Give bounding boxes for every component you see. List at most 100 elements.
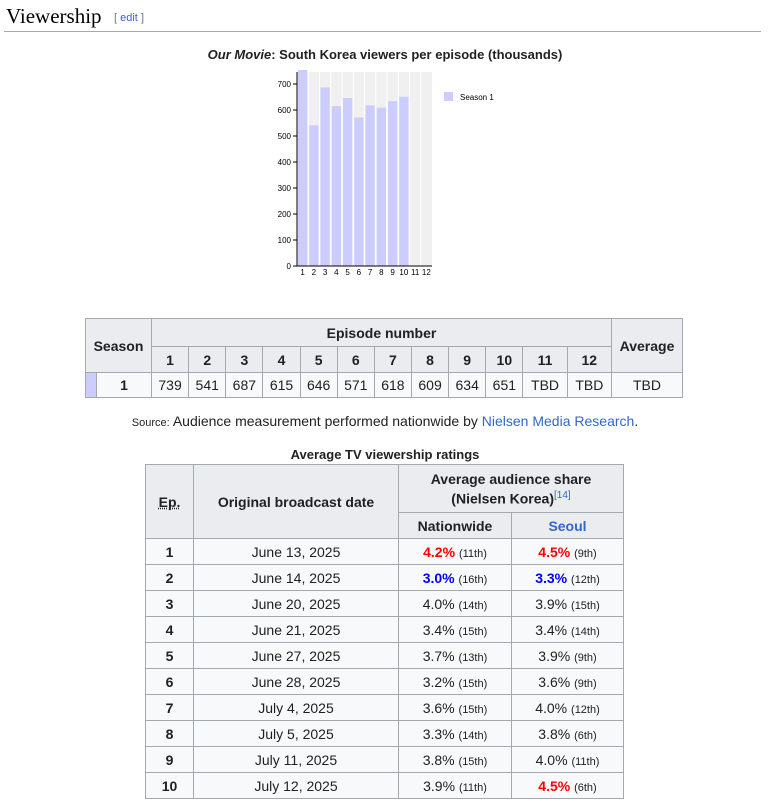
episode-cell: 3 <box>145 590 194 617</box>
nationwide-cell: 3.0% (16th) <box>398 564 512 591</box>
date-cell: July 4, 2025 <box>193 694 399 721</box>
episode-header-9: 9 <box>448 346 487 373</box>
x-tick-label: 4 <box>334 268 339 277</box>
episode-number-header: Episode number <box>151 318 612 347</box>
reference-14[interactable]: [14] <box>554 489 571 501</box>
date-cell: June 20, 2025 <box>193 590 399 617</box>
episode-header-10: 10 <box>485 346 524 373</box>
date-cell: July 5, 2025 <box>193 720 399 747</box>
nielsen-link[interactable]: Nielsen Media Research <box>481 413 635 429</box>
date-cell: June 14, 2025 <box>193 564 399 591</box>
average-header: Average <box>611 318 683 373</box>
viewers-cell: 609 <box>410 372 450 398</box>
nationwide-cell: 3.6% (15th) <box>398 694 512 721</box>
bar-episode-2 <box>309 125 319 266</box>
source-note: Source: Audience measurement performed n… <box>131 413 639 429</box>
x-tick-label: 7 <box>368 268 373 277</box>
date-cell: June 27, 2025 <box>193 642 399 669</box>
episode-cell: 7 <box>145 694 194 721</box>
ratings-caption: Average TV viewership ratings <box>290 447 480 462</box>
bar-episode-1 <box>298 70 308 266</box>
bar-episode-9 <box>388 101 398 266</box>
y-tick-label: 300 <box>278 184 292 193</box>
table-row: 6 June 28, 2025 3.2% (15th) 3.6% (9th) <box>145 668 624 695</box>
seoul-cell: 3.6% (9th) <box>511 668 624 695</box>
section-heading: Viewership [ edit ] <box>4 0 761 32</box>
season-color-swatch <box>85 372 97 398</box>
viewers-cell: 646 <box>299 372 338 398</box>
x-tick-label: 5 <box>345 268 350 277</box>
x-tick-label: 8 <box>379 268 384 277</box>
source-text: Audience measurement performed nationwid… <box>172 413 482 429</box>
episode-header-1: 1 <box>150 346 190 373</box>
episode-header-5: 5 <box>299 346 338 373</box>
bar-episode-10 <box>399 96 409 267</box>
average-cell: TBD <box>611 372 683 398</box>
viewers-cell: TBD <box>566 372 613 398</box>
edit-link[interactable]: edit <box>120 12 138 24</box>
nationwide-cell: 3.3% (14th) <box>398 720 512 747</box>
y-tick-label: 500 <box>278 132 292 141</box>
chart-title-rest: : South Korea viewers per episode (thous… <box>271 47 563 62</box>
legend-label: Season 1 <box>460 93 494 102</box>
viewers-cell: 615 <box>262 372 301 398</box>
viewers-cell: 687 <box>225 372 264 398</box>
y-tick-label: 400 <box>278 158 292 167</box>
bar-episode-3 <box>320 87 330 266</box>
seoul-cell: 4.5% (6th) <box>511 772 624 799</box>
bar-episode-8 <box>376 107 386 266</box>
episode-cell: 6 <box>145 668 194 695</box>
date-cell: June 13, 2025 <box>193 538 399 565</box>
viewers-cell: 739 <box>150 372 190 398</box>
seoul-cell: 3.4% (14th) <box>511 616 624 643</box>
bar-episode-4 <box>331 106 341 266</box>
episode-cell: 2 <box>145 564 194 591</box>
nationwide-cell: 4.2% (11th) <box>398 538 512 565</box>
chart-title-italic: Our Movie <box>207 47 272 62</box>
nationwide-cell: 3.9% (11th) <box>398 772 512 799</box>
nationwide-cell: 3.7% (13th) <box>398 642 512 669</box>
x-tick-label: 6 <box>357 268 362 277</box>
x-tick-label: 12 <box>422 268 431 277</box>
table-row: 9 July 11, 2025 3.8% (15th) 4.0% (11th) <box>145 746 624 773</box>
x-tick-label: 11 <box>411 268 420 277</box>
y-tick-label: 100 <box>278 236 292 245</box>
table-row: 1 June 13, 2025 4.2% (11th) 4.5% (9th) <box>145 538 624 565</box>
bar-episode-6 <box>354 117 364 266</box>
audience-share-header: Average audience share (Nielsen Korea)[1… <box>398 464 624 513</box>
ep-header: Ep. <box>145 464 194 539</box>
viewers-cell: 634 <box>448 372 487 398</box>
nationwide-cell: 3.8% (15th) <box>398 746 512 773</box>
episode-header-11: 11 <box>522 346 568 373</box>
seoul-cell: 3.9% (15th) <box>511 590 624 617</box>
date-cell: June 28, 2025 <box>193 668 399 695</box>
episode-header-3: 3 <box>225 346 264 373</box>
nationwide-cell: 4.0% (14th) <box>398 590 512 617</box>
x-tick-label: 2 <box>312 268 317 277</box>
x-tick-label: 3 <box>323 268 328 277</box>
table-row: 7 July 4, 2025 3.6% (15th) 4.0% (12th) <box>145 694 624 721</box>
legend-swatch <box>444 92 453 101</box>
nationwide-cell: 3.2% (15th) <box>398 668 512 695</box>
viewers-cell: 571 <box>336 372 375 398</box>
seoul-cell: 3.8% (6th) <box>511 720 624 747</box>
date-cell: July 12, 2025 <box>193 772 399 799</box>
x-tick-label: 9 <box>390 268 395 277</box>
y-tick-label: 200 <box>278 210 292 219</box>
seoul-header[interactable]: Seoul <box>511 512 624 539</box>
nationwide-header: Nationwide <box>398 512 512 539</box>
bar-episode-5 <box>343 98 353 266</box>
bar-episode-7 <box>365 105 375 266</box>
season-header: Season <box>85 318 152 373</box>
episode-cell: 5 <box>145 642 194 669</box>
episode-cell: 9 <box>145 746 194 773</box>
seoul-cell: 4.5% (9th) <box>511 538 624 565</box>
table-row: 3 June 20, 2025 4.0% (14th) 3.9% (15th) <box>145 590 624 617</box>
y-tick-label: 700 <box>278 80 292 89</box>
y-tick-label: 0 <box>287 262 292 271</box>
x-tick-label: 1 <box>300 268 305 277</box>
date-cell: July 11, 2025 <box>193 746 399 773</box>
nationwide-cell: 3.4% (15th) <box>398 616 512 643</box>
